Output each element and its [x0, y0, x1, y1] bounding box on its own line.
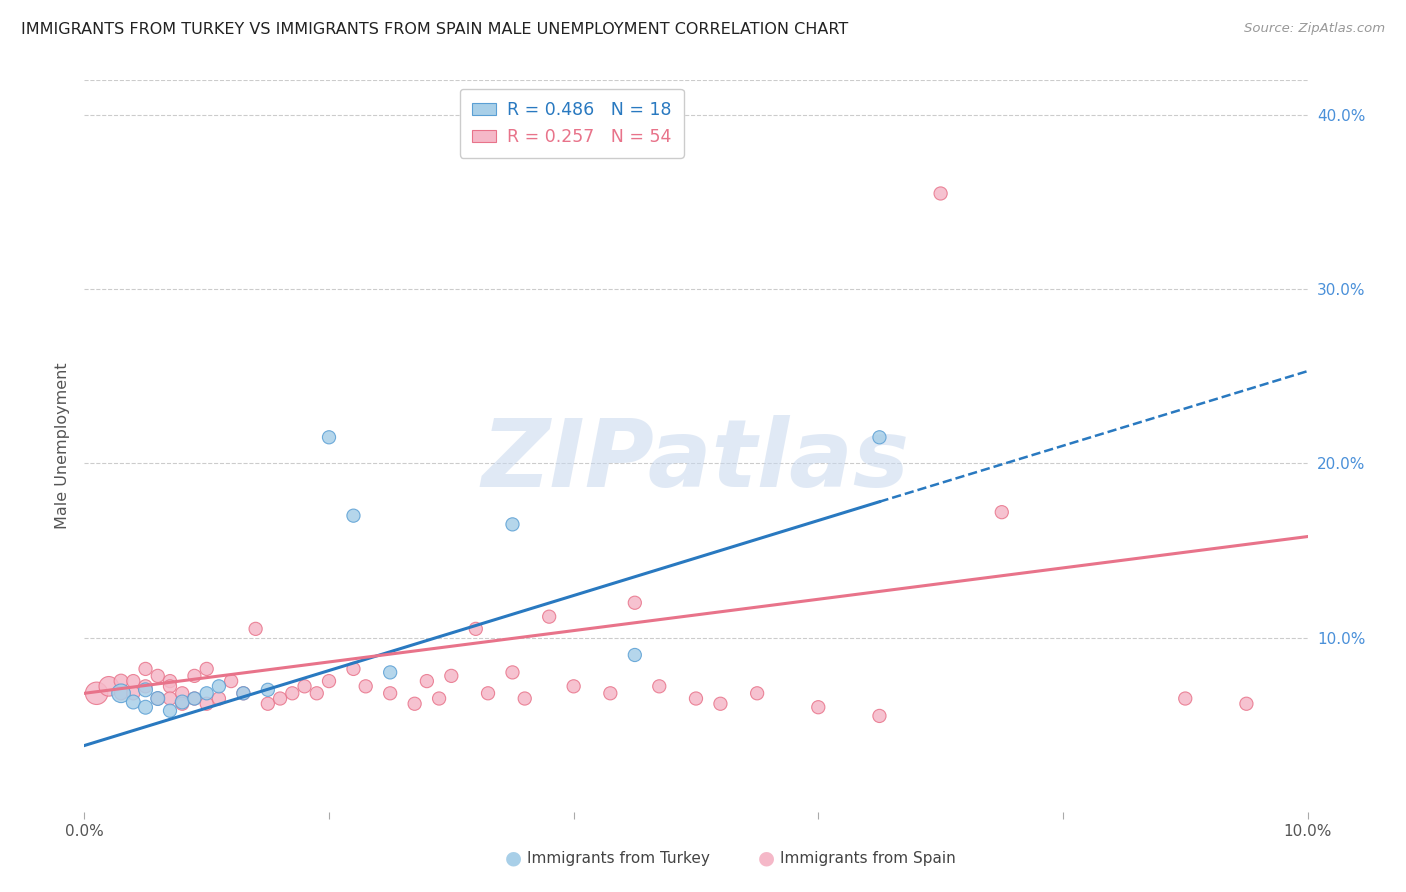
Point [135, 662, 157, 676]
Text: ●: ● [758, 848, 775, 868]
Point [159, 674, 181, 689]
Point [380, 686, 402, 700]
Point [257, 697, 280, 711]
Point [183, 691, 205, 706]
Point [232, 686, 254, 700]
Legend: R = 0.486   N = 18, R = 0.257   N = 54: R = 0.486 N = 18, R = 0.257 N = 54 [460, 89, 683, 158]
Point [269, 691, 291, 706]
Point [245, 622, 267, 636]
Point [172, 697, 194, 711]
Point [513, 691, 536, 706]
Point [159, 679, 181, 693]
Y-axis label: Male Unemployment: Male Unemployment [55, 363, 70, 529]
Point [1174, 691, 1197, 706]
Point [294, 679, 316, 693]
Point [135, 682, 157, 697]
Text: Immigrants from Turkey: Immigrants from Turkey [527, 851, 710, 865]
Text: Immigrants from Spain: Immigrants from Spain [780, 851, 956, 865]
Text: ●: ● [505, 848, 522, 868]
Point [562, 679, 585, 693]
Point [110, 686, 132, 700]
Point [172, 695, 194, 709]
Point [440, 669, 463, 683]
Point [159, 691, 181, 706]
Point [195, 662, 218, 676]
Point [502, 665, 524, 680]
Text: Source: ZipAtlas.com: Source: ZipAtlas.com [1244, 22, 1385, 36]
Point [380, 665, 402, 680]
Point [342, 508, 364, 523]
Point [86, 686, 108, 700]
Point [538, 609, 561, 624]
Point [122, 686, 145, 700]
Point [146, 691, 169, 706]
Point [464, 622, 486, 636]
Point [991, 505, 1014, 519]
Point [208, 691, 231, 706]
Point [232, 686, 254, 700]
Point [172, 686, 194, 700]
Point [219, 674, 242, 689]
Point [416, 674, 439, 689]
Point [709, 697, 731, 711]
Point [257, 682, 280, 697]
Point [648, 679, 671, 693]
Point [747, 686, 769, 700]
Point [281, 686, 304, 700]
Point [183, 691, 205, 706]
Point [208, 679, 231, 693]
Point [135, 700, 157, 714]
Point [404, 697, 426, 711]
Point [869, 709, 891, 723]
Point [195, 686, 218, 700]
Point [502, 517, 524, 532]
Point [599, 686, 621, 700]
Point [342, 662, 364, 676]
Point [354, 679, 377, 693]
Point [477, 686, 499, 700]
Point [318, 430, 340, 444]
Point [624, 596, 647, 610]
Point [159, 704, 181, 718]
Point [1236, 697, 1258, 711]
Point [318, 674, 340, 689]
Point [305, 686, 328, 700]
Point [110, 686, 132, 700]
Point [122, 674, 145, 689]
Text: IMMIGRANTS FROM TURKEY VS IMMIGRANTS FROM SPAIN MALE UNEMPLOYMENT CORRELATION CH: IMMIGRANTS FROM TURKEY VS IMMIGRANTS FRO… [21, 22, 848, 37]
Text: ZIPatlas: ZIPatlas [482, 415, 910, 507]
Point [807, 700, 830, 714]
Point [183, 669, 205, 683]
Point [110, 674, 132, 689]
Point [135, 679, 157, 693]
Point [146, 669, 169, 683]
Point [427, 691, 450, 706]
Point [624, 648, 647, 662]
Point [929, 186, 952, 201]
Point [146, 691, 169, 706]
Point [97, 679, 120, 693]
Point [685, 691, 707, 706]
Point [869, 430, 891, 444]
Point [195, 697, 218, 711]
Point [122, 695, 145, 709]
